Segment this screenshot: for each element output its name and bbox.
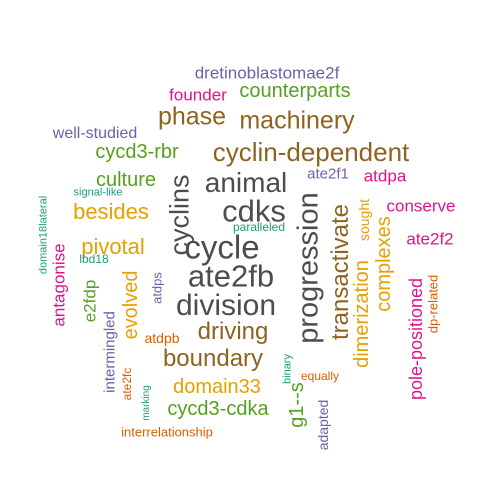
word-founder: founder xyxy=(169,85,227,105)
word-counterparts: counterparts xyxy=(239,80,351,102)
word-ate2f2: ate2f2 xyxy=(406,229,454,249)
word-interrelationship: interrelationship xyxy=(121,424,213,440)
word-complexes: complexes xyxy=(373,216,395,312)
word-ate2fb: ate2fb xyxy=(187,258,275,294)
word-pivotal: pivotal xyxy=(81,234,145,259)
word-phase: phase xyxy=(157,102,227,131)
word-animal: animal xyxy=(204,167,288,198)
word-cdks: cdks xyxy=(222,193,286,229)
word-besides: besides xyxy=(73,199,149,224)
word-domain33: domain33 xyxy=(173,376,261,398)
word-machinery: machinery xyxy=(239,106,355,135)
word-sought: sought xyxy=(356,198,372,242)
word-pole-positioned: pole-positioned xyxy=(406,277,426,401)
word-cycle: cycle xyxy=(184,228,260,266)
word-culture: culture xyxy=(95,169,157,191)
word-cyclins: cyclins xyxy=(164,174,195,256)
word-atdpb: atdpb xyxy=(144,330,180,346)
word-domain18lateral: domain18lateral xyxy=(37,195,50,275)
word-division: division xyxy=(175,289,277,322)
word-ate2f1: ate2f1 xyxy=(307,165,349,183)
word-g1-s: g1--s xyxy=(286,382,308,428)
word-ate2fc: ate2fc xyxy=(120,367,134,401)
word-evolved: evolved xyxy=(120,270,142,340)
word-marking: marking xyxy=(141,385,152,421)
word-equally: equally xyxy=(300,369,340,383)
word-cyclin-dependent: cyclin-dependent xyxy=(212,137,410,167)
word-e2fdp: e2fdp xyxy=(80,279,100,323)
word-binary: binary xyxy=(281,354,294,384)
word-adapted: adapted xyxy=(315,399,331,451)
word-dimerization: dimerization xyxy=(351,260,373,368)
word-cycd3-rbr: cycd3-rbr xyxy=(95,141,179,163)
word-boundary: boundary xyxy=(162,345,264,372)
word-transactivate: transactivate xyxy=(327,203,354,341)
word-dretinoblastomae2f: dretinoblastomae2f xyxy=(194,63,340,83)
word-conserve: conserve xyxy=(386,196,456,216)
word-driving: driving xyxy=(197,318,269,345)
word-intermingled: intermingled xyxy=(101,311,119,393)
word-antagonise: antagonise xyxy=(49,243,69,327)
word-atdpa: atdpa xyxy=(363,166,407,186)
word-paralleled: paralleled xyxy=(232,220,286,234)
word-dp-related: dp-related xyxy=(425,274,441,334)
word-lbd18: lbd18 xyxy=(79,252,109,266)
word-signal-like: signal-like xyxy=(73,186,123,199)
word-cycd3-cdka: cycd3-cdka xyxy=(167,398,269,420)
word-well-studied: well-studied xyxy=(52,125,138,142)
word-progression: progression xyxy=(292,192,325,344)
word-atdps: atdps xyxy=(149,272,165,304)
